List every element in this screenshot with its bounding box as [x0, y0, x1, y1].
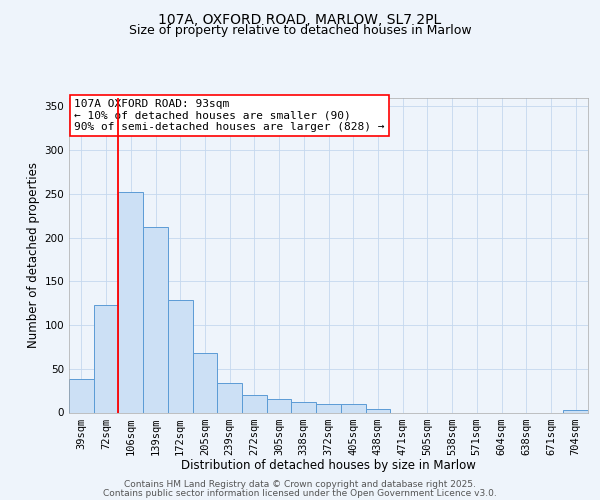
Bar — [217, 383, 242, 412]
Bar — [118, 192, 143, 412]
Bar — [168, 300, 193, 412]
Text: Contains public sector information licensed under the Open Government Licence v3: Contains public sector information licen… — [103, 488, 497, 498]
Bar — [193, 353, 217, 412]
Y-axis label: Number of detached properties: Number of detached properties — [27, 162, 40, 348]
Bar — [143, 227, 168, 412]
Bar — [341, 404, 365, 412]
Bar — [94, 305, 118, 412]
Text: Contains HM Land Registry data © Crown copyright and database right 2025.: Contains HM Land Registry data © Crown c… — [124, 480, 476, 489]
Text: 107A OXFORD ROAD: 93sqm
← 10% of detached houses are smaller (90)
90% of semi-de: 107A OXFORD ROAD: 93sqm ← 10% of detache… — [74, 99, 385, 132]
Bar — [316, 404, 341, 412]
Bar — [563, 410, 588, 412]
Bar — [242, 395, 267, 412]
Text: Size of property relative to detached houses in Marlow: Size of property relative to detached ho… — [128, 24, 472, 37]
Text: 107A, OXFORD ROAD, MARLOW, SL7 2PL: 107A, OXFORD ROAD, MARLOW, SL7 2PL — [158, 12, 442, 26]
Bar — [267, 398, 292, 412]
X-axis label: Distribution of detached houses by size in Marlow: Distribution of detached houses by size … — [181, 459, 476, 472]
Bar — [69, 379, 94, 412]
Bar — [365, 409, 390, 412]
Bar — [292, 402, 316, 412]
